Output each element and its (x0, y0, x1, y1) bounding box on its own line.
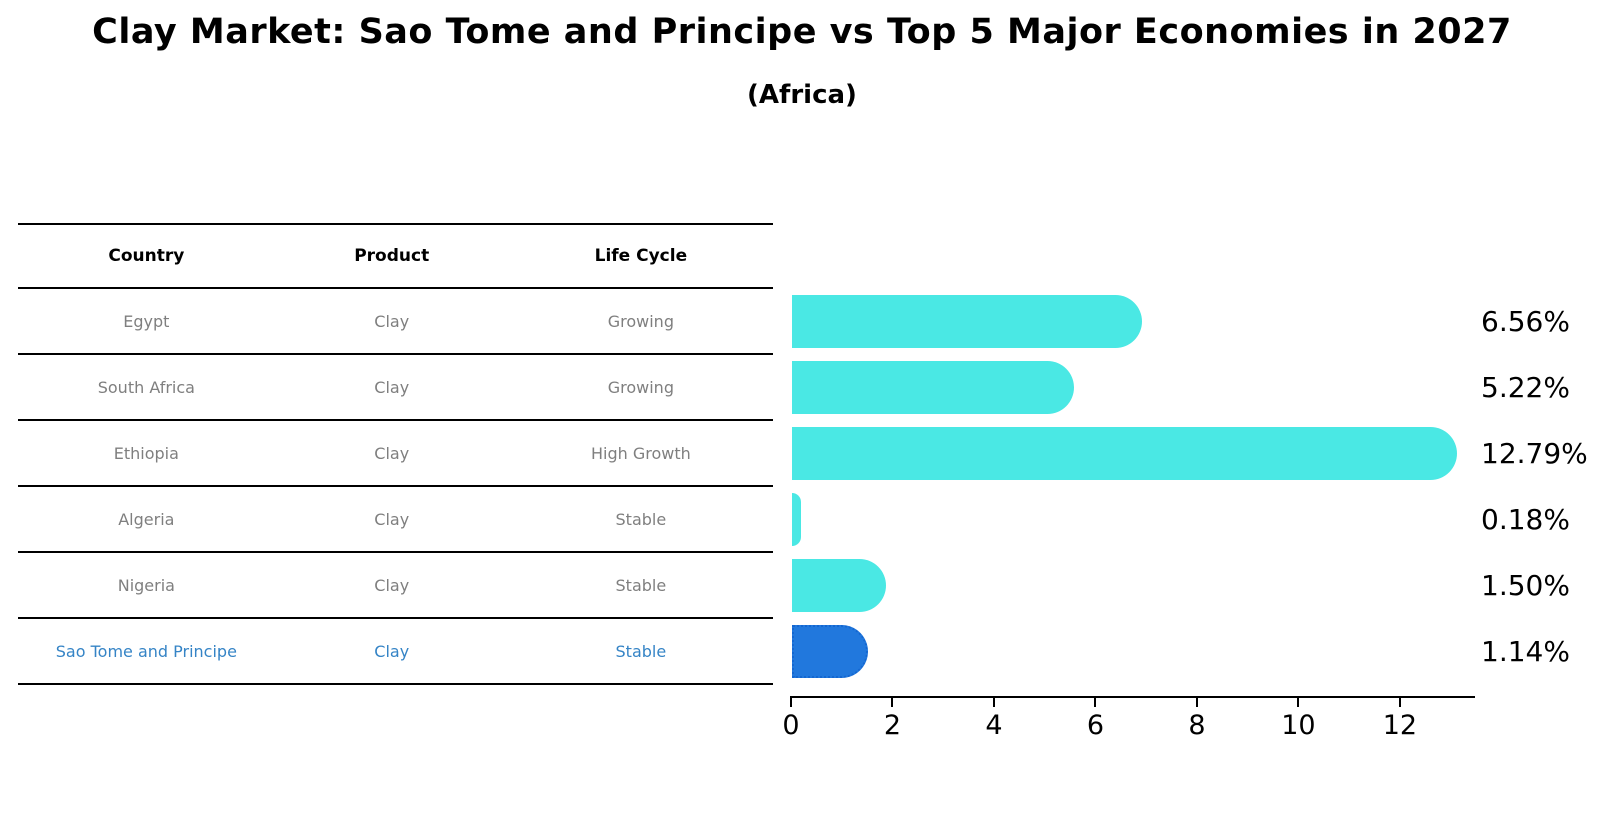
x-tick-label: 10 (1281, 710, 1316, 741)
table-cell-country: South Africa (97, 377, 195, 397)
bar-ethiopia (792, 427, 1458, 480)
x-tick-mark (1094, 698, 1097, 707)
table-cell-life-cycle: Stable (615, 509, 667, 529)
x-tick-label: 8 (1188, 710, 1206, 741)
x-tick-label: 2 (883, 710, 902, 741)
table-cell-product: Clay (374, 443, 410, 463)
bar-row-egypt (792, 289, 1475, 355)
chart-title: Clay Market: Sao Tome and Principe vs To… (92, 12, 1512, 52)
table-cell-product: Clay (374, 641, 410, 661)
table-cell-country: Ethiopia (113, 443, 179, 463)
table-header-country: Country (108, 246, 185, 266)
table-cell-life-cycle: High Growth (590, 443, 691, 463)
x-tick-mark (1398, 698, 1401, 707)
table-row-algeria: Algeria Clay Stable (18, 487, 773, 553)
x-tick-mark (1195, 698, 1198, 707)
bar-nigeria (792, 559, 886, 612)
value-label-sao-tome-and-principe: 1.14% (1481, 635, 1570, 668)
x-tick-mark (891, 698, 894, 707)
bar-south-africa (792, 361, 1075, 414)
table-cell-life-cycle: Growing (607, 311, 674, 331)
table-cell-product: Clay (374, 509, 410, 529)
bar-row-south-africa (792, 355, 1475, 421)
bar-sao-tome-and-principe (792, 625, 868, 678)
x-tick-label: 12 (1382, 710, 1418, 741)
x-tick-mark (992, 698, 995, 707)
bar-egypt (792, 295, 1142, 348)
table-row-nigeria: Nigeria Clay Stable (18, 553, 773, 619)
chart-subtitle: (Africa) (747, 80, 857, 110)
value-label-algeria: 0.18% (1481, 503, 1570, 536)
table-cell-product: Clay (374, 575, 410, 595)
bar-row-nigeria (792, 553, 1475, 619)
table-cell-life-cycle: Growing (607, 377, 674, 397)
bar-algeria (792, 493, 802, 546)
table-cell-country: Nigeria (117, 575, 175, 595)
table-row-sao-tome-and-principe: Sao Tome and Principe Clay Stable (18, 619, 773, 685)
table-cell-country: Algeria (118, 509, 175, 529)
table-cell-country: Sao Tome and Principe (55, 641, 237, 661)
x-axis-line (790, 696, 1475, 698)
table-row-south-africa: South Africa Clay Growing (18, 355, 773, 421)
value-label-south-africa: 5.22% (1481, 371, 1570, 404)
bar-row-algeria (792, 487, 1475, 553)
table-cell-life-cycle: Stable (615, 575, 667, 595)
table-header-row: Country Product Life Cycle (18, 223, 773, 289)
table-cell-product: Clay (374, 311, 410, 331)
bar-row-sao-tome-and-principe (792, 619, 1475, 685)
table-row-ethiopia: Ethiopia Clay High Growth (18, 421, 773, 487)
x-tick-label: 6 (1086, 710, 1105, 741)
x-tick-label: 4 (985, 710, 1003, 741)
bar-plot-area (792, 289, 1475, 686)
table-body: Egypt Clay Growing South Africa Clay Growing E… (18, 289, 773, 685)
x-tick-mark (790, 698, 792, 707)
table-header-life-cycle: Life Cycle (594, 246, 688, 266)
value-label-egypt: 6.56% (1481, 305, 1570, 338)
table-row-egypt: Egypt Clay Growing (18, 289, 773, 355)
x-tick-mark (1297, 698, 1300, 707)
bar-row-ethiopia (792, 421, 1475, 487)
value-label-ethiopia: 12.79% (1481, 437, 1588, 470)
x-tick-label: 0 (782, 710, 800, 741)
table-cell-life-cycle: Stable (615, 641, 667, 661)
table-cell-product: Clay (374, 377, 410, 397)
country-table: Country Product Life Cycle Egypt Clay Grow… (18, 223, 773, 685)
value-label-nigeria: 1.50% (1481, 569, 1570, 602)
table-cell-country: Egypt (123, 311, 170, 331)
table-header-product: Product (354, 246, 430, 266)
